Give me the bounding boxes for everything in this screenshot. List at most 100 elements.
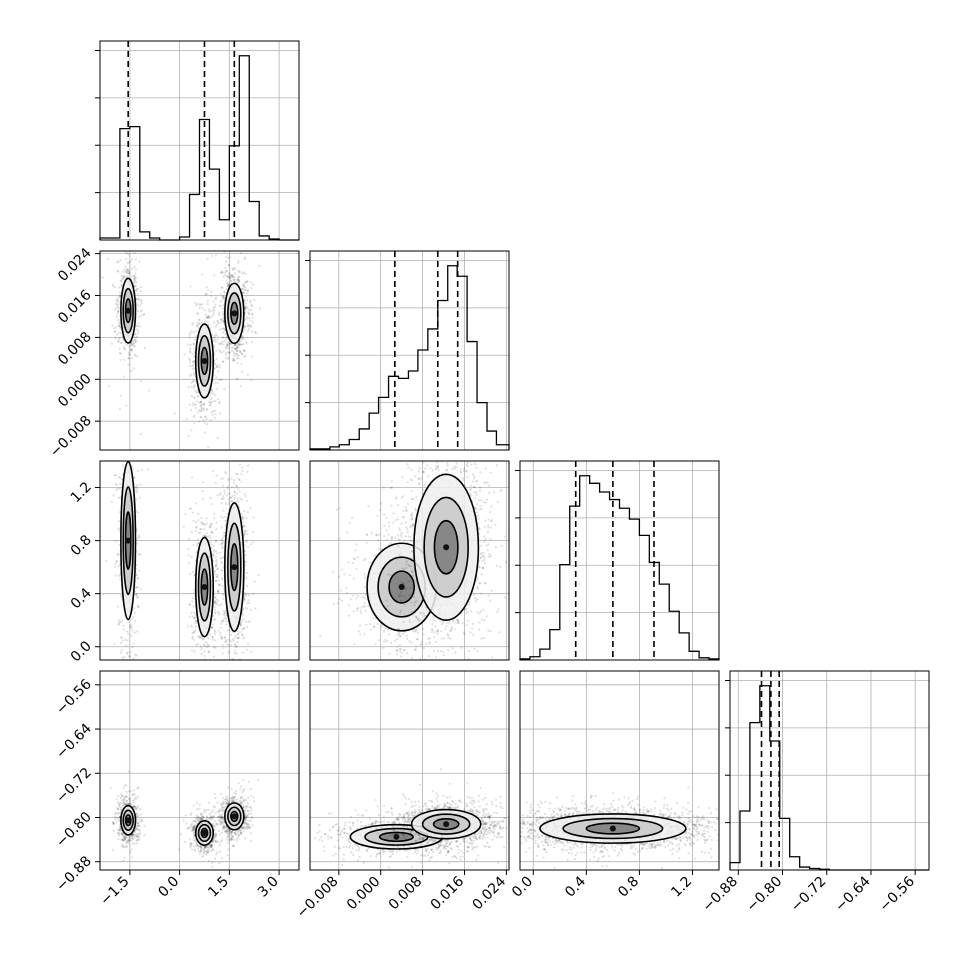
sample-point xyxy=(123,446,125,448)
sample-point xyxy=(212,300,215,303)
sample-point xyxy=(223,340,226,343)
sample-point xyxy=(124,801,127,805)
sample-point xyxy=(199,645,202,649)
sample-point xyxy=(131,799,134,802)
sample-point xyxy=(213,618,216,622)
sample-point xyxy=(119,651,123,654)
sample-point xyxy=(222,516,225,520)
sample-point xyxy=(219,842,222,845)
sample-point xyxy=(233,643,236,646)
sample-point xyxy=(234,344,238,347)
sample-point xyxy=(138,535,141,539)
sample-point xyxy=(237,269,240,272)
sample-point xyxy=(231,349,234,352)
sample-point xyxy=(136,536,140,540)
sample-point xyxy=(202,407,205,410)
sample-point xyxy=(122,688,124,690)
sample-point xyxy=(214,633,217,636)
sample-point xyxy=(115,303,118,306)
sample-point xyxy=(126,429,128,431)
sample-point xyxy=(116,457,118,459)
sample-point xyxy=(249,608,253,611)
sample-point xyxy=(219,622,222,625)
sample-point xyxy=(236,377,239,380)
sample-point xyxy=(207,400,210,404)
sample-point xyxy=(113,330,117,334)
sample-point xyxy=(222,331,225,334)
sample-point xyxy=(243,325,246,328)
sample-point xyxy=(109,786,112,789)
sample-point xyxy=(125,252,128,255)
histogram-bars xyxy=(519,475,720,660)
sample-point xyxy=(215,558,218,562)
sample-point xyxy=(191,368,194,371)
sample-point xyxy=(190,385,193,388)
sample-point xyxy=(215,598,218,601)
sample-point xyxy=(238,243,240,245)
sample-point xyxy=(247,601,250,605)
sample-point xyxy=(193,834,196,837)
sample-point xyxy=(213,824,216,827)
sample-point xyxy=(117,300,120,303)
sample-point xyxy=(201,521,204,525)
sample-point xyxy=(212,309,215,312)
sample-point xyxy=(233,343,236,347)
sample-point xyxy=(230,279,233,283)
sample-point xyxy=(216,397,220,401)
sample-point xyxy=(224,346,227,349)
sample-point xyxy=(125,404,128,407)
sample-point xyxy=(123,432,125,434)
sample-point xyxy=(122,786,125,790)
sample-point xyxy=(227,651,230,655)
sample-point xyxy=(143,824,146,827)
sample-point xyxy=(210,309,213,313)
sample-point xyxy=(120,280,123,283)
sample-point xyxy=(225,269,228,272)
sample-point xyxy=(118,291,121,294)
histogram-bars xyxy=(99,55,299,241)
sample-point xyxy=(105,559,108,562)
sample-point xyxy=(122,628,125,631)
sample-point xyxy=(123,835,126,838)
sample-point xyxy=(118,832,121,835)
sample-point xyxy=(243,493,246,496)
sample-point xyxy=(231,274,234,277)
sample-point xyxy=(240,620,243,623)
x-tick-label: −0.64 xyxy=(832,873,874,915)
sample-point xyxy=(182,819,185,822)
sample-point xyxy=(220,379,223,382)
sample-point xyxy=(136,511,139,515)
sample-point xyxy=(125,257,128,261)
sample-point xyxy=(122,835,125,839)
sample-point xyxy=(206,257,209,260)
sample-point xyxy=(188,336,191,339)
sample-point xyxy=(189,347,192,350)
sample-point xyxy=(133,798,136,801)
sample-point xyxy=(244,592,247,595)
density-peak xyxy=(125,307,132,314)
sample-point xyxy=(195,324,199,327)
sample-point xyxy=(192,416,195,419)
sample-point xyxy=(139,553,142,556)
sample-point xyxy=(219,492,223,495)
panel-frame xyxy=(519,460,720,661)
sample-point xyxy=(228,256,232,259)
sample-point xyxy=(198,635,201,638)
sample-point xyxy=(117,828,120,831)
sample-point xyxy=(119,358,122,362)
sample-point xyxy=(221,336,224,339)
sample-point xyxy=(205,815,209,818)
sample-point xyxy=(219,583,222,586)
sample-point xyxy=(194,390,197,393)
sample-point xyxy=(128,271,131,274)
sample-point xyxy=(202,534,205,537)
sample-point xyxy=(143,833,146,837)
sample-point xyxy=(133,277,136,280)
sample-point xyxy=(115,816,118,819)
sample-point xyxy=(213,308,216,311)
sample-point xyxy=(129,626,132,629)
sample-point xyxy=(224,357,228,360)
sample-point xyxy=(133,476,136,479)
sample-point xyxy=(134,279,137,282)
sample-point xyxy=(231,267,234,270)
